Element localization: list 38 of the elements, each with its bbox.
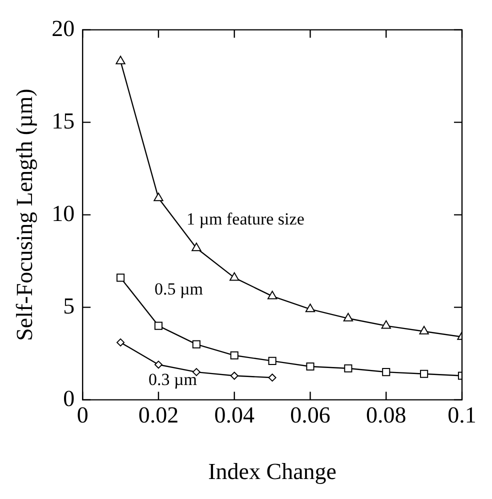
point xyxy=(267,290,278,300)
series-label: 0.5 µm xyxy=(154,279,204,298)
point xyxy=(420,370,428,378)
point xyxy=(116,338,125,346)
x-tick-label: 0.1 xyxy=(448,402,476,428)
point xyxy=(230,272,240,281)
y-axis-title: Self-Focusing Length (µm) xyxy=(12,88,37,341)
point xyxy=(381,320,391,329)
point xyxy=(344,364,352,372)
y-tick-label: 0 xyxy=(63,386,75,411)
point xyxy=(116,274,125,282)
point xyxy=(419,326,429,334)
point xyxy=(154,192,164,202)
x-axis-title: Index Change xyxy=(208,459,336,484)
y-tick-label: 20 xyxy=(52,16,75,41)
point xyxy=(268,374,276,382)
x-tick-label: 0.02 xyxy=(138,402,179,428)
x-tick-label: 0.06 xyxy=(290,402,330,428)
point xyxy=(192,368,200,376)
point xyxy=(268,356,276,365)
point xyxy=(305,304,316,312)
point xyxy=(116,56,126,64)
point xyxy=(154,360,162,369)
point xyxy=(230,372,238,380)
x-tick-label: 0.04 xyxy=(214,402,255,428)
point xyxy=(192,242,202,252)
x-tick-label: 0.08 xyxy=(366,402,406,428)
point xyxy=(192,340,200,348)
y-tick-label: 10 xyxy=(52,200,75,226)
point xyxy=(343,312,354,322)
point xyxy=(230,351,238,360)
y-tick-label: 5 xyxy=(63,293,75,318)
point xyxy=(382,368,390,376)
point xyxy=(154,322,163,330)
series-label: 0.3 µm xyxy=(148,370,198,390)
series-label: 1 µm feature size xyxy=(186,210,304,229)
y-tick-label: 15 xyxy=(52,108,75,134)
point xyxy=(306,362,314,371)
